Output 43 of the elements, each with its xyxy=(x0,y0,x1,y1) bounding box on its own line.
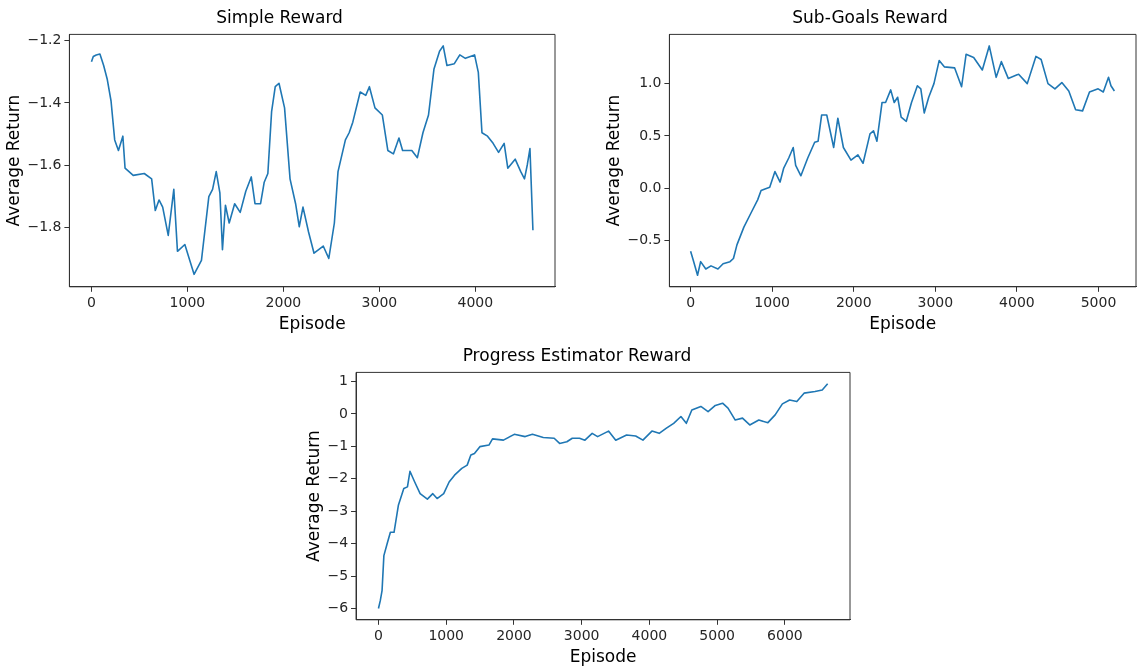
y-tick-label: −4 xyxy=(327,534,349,551)
x-tick-label: 2000 xyxy=(496,626,532,643)
x-tick-label: 1000 xyxy=(169,293,206,310)
x-tick-label: 6000 xyxy=(767,626,803,643)
x-tick-label: 0 xyxy=(87,293,96,310)
y-tick-label: −2 xyxy=(327,469,349,486)
x-tick-label: 0 xyxy=(374,626,383,643)
x-tick-label: 3000 xyxy=(361,293,398,310)
y-tick-label: −5 xyxy=(327,566,349,583)
x-tick-label: 3000 xyxy=(917,293,954,310)
y-axis-title: Average Return xyxy=(2,94,23,227)
x-tick-label: 3000 xyxy=(563,626,600,643)
chart-title: Progress Estimator Reward xyxy=(462,344,692,365)
x-tick-label: 4000 xyxy=(999,293,1035,310)
x-axis-title: Episode xyxy=(569,646,637,667)
x-tick-label: 5000 xyxy=(1080,293,1117,310)
y-tick-label: −3 xyxy=(327,501,349,518)
x-axis-title: Episode xyxy=(869,313,937,334)
y-tick-label: 0 xyxy=(339,404,349,421)
x-tick-label: 4000 xyxy=(457,293,494,310)
y-tick-label: −1 xyxy=(327,436,349,453)
x-tick-label: 2000 xyxy=(265,293,302,310)
y-tick-label: −1.6 xyxy=(27,155,62,172)
y-tick-label: −1.2 xyxy=(27,31,62,48)
y-tick-label: 0.5 xyxy=(639,126,662,143)
y-tick-label: −1.4 xyxy=(27,93,62,110)
x-tick-label: 5000 xyxy=(699,626,735,643)
x-tick-label: 1000 xyxy=(428,626,465,643)
y-axis-title: Average Return xyxy=(602,94,623,227)
chart-title: Simple Reward xyxy=(216,6,343,27)
y-tick-label: 1.0 xyxy=(639,74,662,91)
x-tick-label: 1000 xyxy=(754,293,790,310)
chart-title: Sub-Goals Reward xyxy=(792,6,948,27)
x-tick-label: 2000 xyxy=(835,293,872,310)
x-axis-title: Episode xyxy=(278,313,346,334)
y-tick-label: −1.8 xyxy=(27,218,62,234)
y-tick-label: −6 xyxy=(327,599,349,616)
y-tick-label: −0.5 xyxy=(627,231,662,248)
y-tick-label: 0.0 xyxy=(639,178,662,195)
y-tick-label: 1 xyxy=(339,372,349,389)
x-tick-label: 0 xyxy=(686,293,696,310)
x-tick-label: 4000 xyxy=(631,626,668,643)
y-axis-title: Average Return xyxy=(302,430,323,562)
